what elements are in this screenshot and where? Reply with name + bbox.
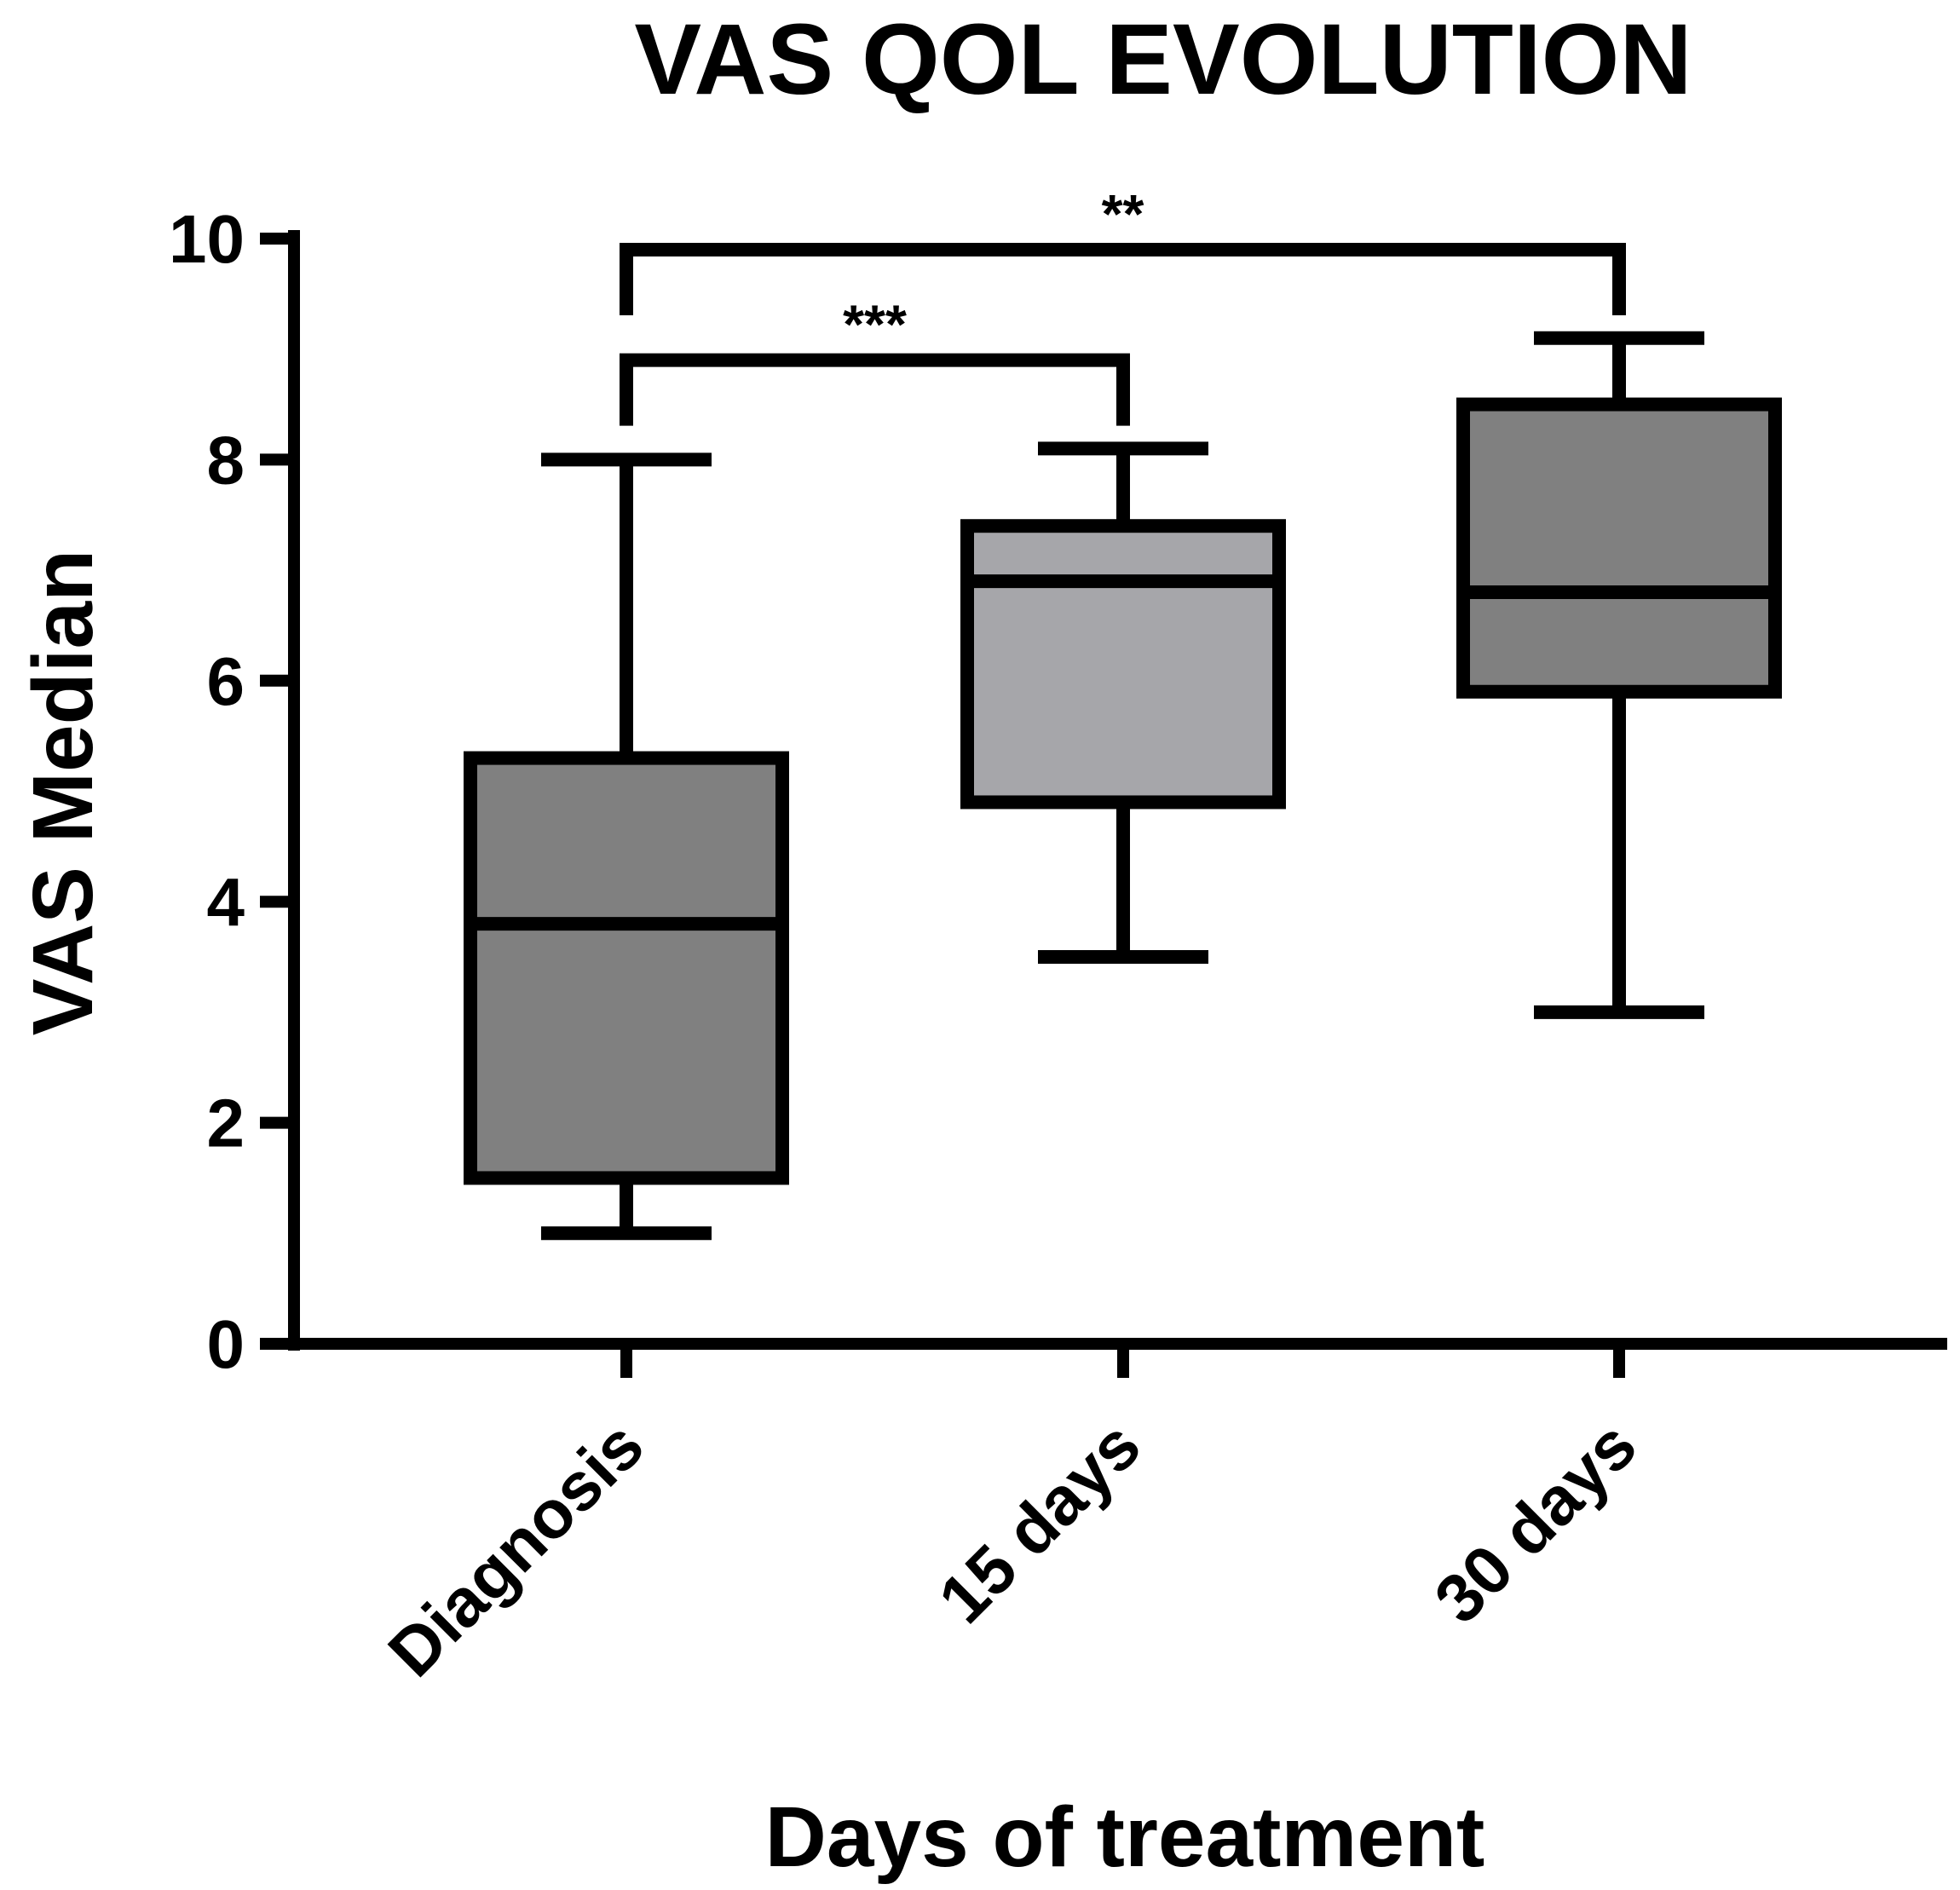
y-tick-label: 0 (207, 1306, 245, 1382)
box-iqr (960, 519, 1286, 810)
y-tick-label: 4 (207, 864, 245, 940)
significance-label: *** (843, 294, 907, 355)
chart-title: VAS QOL EVOLUTION (634, 3, 1692, 116)
y-tick-label: 10 (169, 201, 245, 277)
y-tick-label: 2 (207, 1086, 245, 1161)
x-axis-label: Days of treatment (765, 1789, 1485, 1885)
x-category-label: 15 days (925, 1407, 1156, 1638)
x-category-label: Diagnosis (374, 1407, 658, 1691)
box-iqr (464, 751, 789, 1185)
significance-label: ** (1102, 183, 1144, 245)
y-axis-label: VAS Median (15, 550, 111, 1035)
x-category-label: 30 days (1421, 1407, 1652, 1638)
significance-bracket (620, 353, 1130, 426)
significance-bracket (620, 242, 1626, 315)
y-tick-label: 8 (207, 422, 245, 498)
y-tick-label: 6 (207, 643, 245, 719)
box-iqr (1456, 397, 1782, 699)
